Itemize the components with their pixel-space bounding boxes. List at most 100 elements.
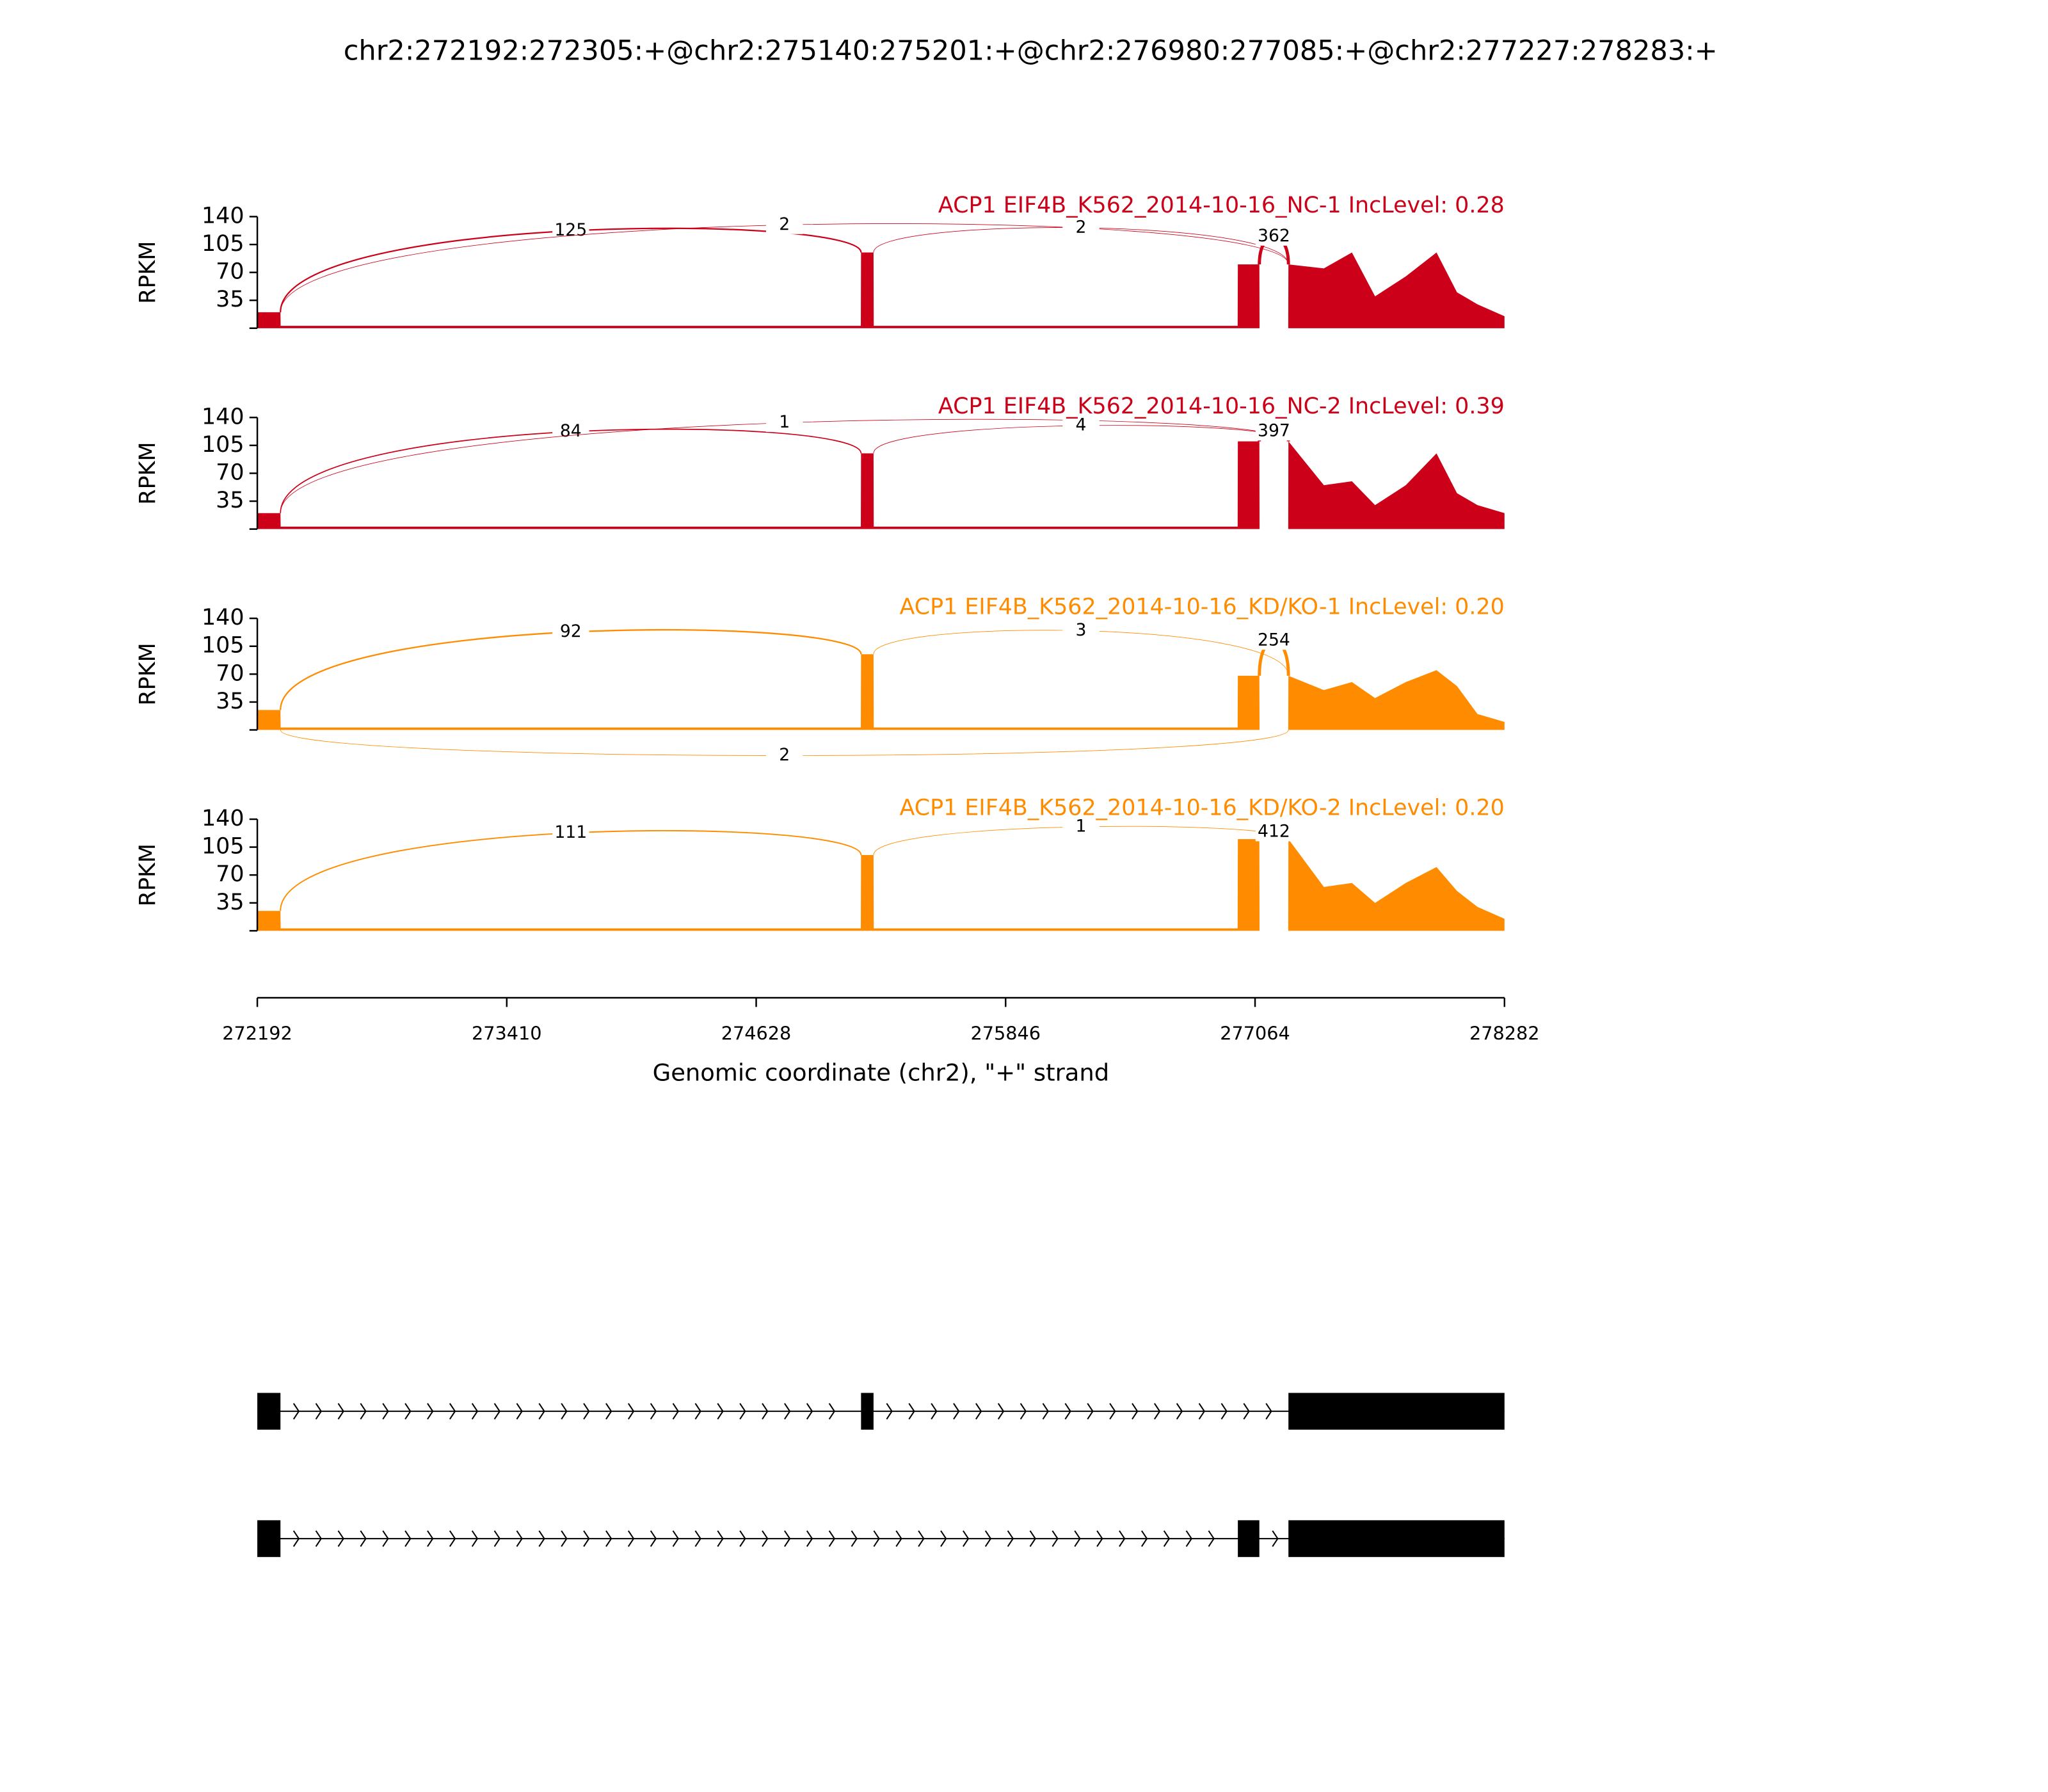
strand-chevron [1140, 1530, 1148, 1547]
junction-label: 1 [779, 412, 790, 432]
strand-chevron [739, 1403, 746, 1420]
strand-chevron [1243, 1403, 1250, 1420]
strand-chevron [382, 1530, 389, 1547]
strand-chevron [784, 1530, 791, 1547]
strand-chevron [292, 1530, 300, 1547]
strand-chevron [717, 1530, 724, 1547]
strand-chevron [650, 1530, 657, 1547]
strand-chevron [1007, 1530, 1014, 1547]
strand-chevron [583, 1403, 590, 1420]
strand-chevron [1042, 1403, 1049, 1420]
strand-chevron [292, 1403, 300, 1420]
strand-chevron [672, 1403, 679, 1420]
strand-chevron [886, 1403, 893, 1420]
strand-chevron [931, 1403, 938, 1420]
strand-chevron [583, 1530, 590, 1547]
y-tick-label: 70 [216, 861, 244, 887]
strand-chevron [806, 1403, 813, 1420]
strand-chevron [963, 1530, 970, 1547]
junction-label: 254 [1258, 630, 1290, 650]
strand-chevron [828, 1403, 836, 1420]
junction-label-bg [1062, 621, 1100, 640]
y-axis-label: RPKM [135, 844, 161, 906]
strand-chevron [1109, 1403, 1116, 1420]
strand-chevron [382, 1403, 389, 1420]
panel-title: ACP1 EIF4B_K562_2014-10-16_NC-1 IncLevel… [938, 193, 1505, 218]
strand-chevron [471, 1403, 479, 1420]
y-tick-label: 105 [202, 432, 244, 458]
coverage-area [257, 441, 1505, 529]
strand-chevron [427, 1530, 434, 1547]
x-tick-label: 272192 [222, 1022, 292, 1044]
strand-chevron [908, 1403, 915, 1420]
exon [1288, 1520, 1505, 1557]
strand-chevron [984, 1530, 992, 1547]
junction-label-bg [765, 413, 803, 432]
y-axis-label: RPKM [135, 643, 161, 705]
strand-chevron [493, 1530, 501, 1547]
junction-label-bg [1255, 227, 1293, 246]
junction-label: 84 [560, 421, 582, 441]
strand-chevron [953, 1403, 960, 1420]
strand-chevron [762, 1530, 769, 1547]
strand-chevron [404, 1530, 412, 1547]
strand-chevron [1265, 1403, 1272, 1420]
y-tick-label: 35 [216, 890, 244, 915]
strand-chevron [672, 1530, 679, 1547]
strand-chevron [851, 1530, 858, 1547]
panel-title: ACP1 EIF4B_K562_2014-10-16_KD/KO-2 IncLe… [900, 796, 1505, 821]
junction-arc [280, 628, 862, 710]
coverage-area [257, 252, 1505, 328]
y-tick-label: 70 [216, 660, 244, 686]
strand-chevron [918, 1530, 925, 1547]
strand-chevron [627, 1530, 635, 1547]
strand-chevron [1176, 1403, 1183, 1420]
strand-chevron [605, 1403, 612, 1420]
chart-title: chr2:272192:272305:+@chr2:275140:275201:… [344, 35, 1718, 67]
junction-label: 111 [554, 822, 587, 842]
junction-label-bg [1062, 416, 1100, 435]
coverage-area [257, 839, 1505, 931]
strand-chevron [1272, 1530, 1279, 1547]
junction-label-bg [1255, 422, 1293, 441]
strand-chevron [784, 1403, 791, 1420]
strand-chevron [449, 1403, 456, 1420]
junction-arc [280, 227, 862, 312]
strand-chevron [1020, 1403, 1027, 1420]
junction-label-bg [552, 623, 589, 641]
panel-title: ACP1 EIF4B_K562_2014-10-16_KD/KO-1 IncLe… [900, 595, 1505, 620]
strand-chevron [997, 1403, 1005, 1420]
y-tick-label: 140 [202, 605, 244, 630]
y-tick-label: 105 [202, 633, 244, 659]
junction-label: 125 [554, 220, 587, 240]
junction-label-bg [1062, 218, 1100, 237]
strand-chevron [895, 1530, 902, 1547]
y-tick-label: 140 [202, 806, 244, 831]
panel-title: ACP1 EIF4B_K562_2014-10-16_NC-2 IncLevel… [938, 394, 1505, 419]
junction-label: 3 [1076, 620, 1087, 640]
strand-chevron [337, 1403, 344, 1420]
junction-label-bg [1062, 817, 1100, 836]
strand-chevron [1132, 1403, 1139, 1420]
strand-chevron [975, 1403, 982, 1420]
strand-chevron [516, 1530, 523, 1547]
strand-chevron [739, 1530, 746, 1547]
strand-chevron [694, 1403, 701, 1420]
x-tick-label: 273410 [472, 1022, 542, 1044]
junction-label: 397 [1258, 420, 1290, 440]
x-tick-label: 278282 [1469, 1022, 1540, 1044]
y-tick-label: 35 [216, 488, 244, 513]
strand-chevron [806, 1530, 813, 1547]
exon [1238, 1520, 1260, 1557]
y-tick-label: 70 [216, 460, 244, 485]
strand-chevron [762, 1403, 769, 1420]
junction-label: 4 [1076, 415, 1087, 435]
y-tick-label: 105 [202, 834, 244, 860]
strand-chevron [471, 1530, 479, 1547]
strand-chevron [516, 1403, 523, 1420]
junction-label: 362 [1258, 226, 1290, 246]
junction-label-bg [1255, 822, 1293, 842]
junction-arc [280, 829, 862, 911]
strand-chevron [1208, 1530, 1215, 1547]
exon [257, 1520, 281, 1557]
